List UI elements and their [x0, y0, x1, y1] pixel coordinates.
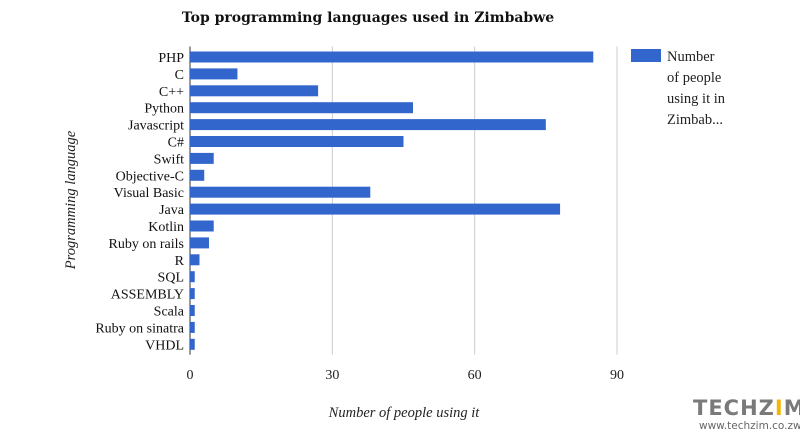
- x-tick-label-90: 90: [610, 368, 624, 383]
- bar-c: [190, 85, 319, 97]
- bar-sql: [190, 271, 195, 283]
- legend-line-1: Number: [667, 49, 715, 65]
- y-axis-title: Programming language: [63, 130, 79, 270]
- bar-vhdl: [190, 338, 195, 350]
- bar-python: [190, 102, 413, 114]
- category-label-c: C++: [159, 85, 184, 100]
- watermark-logo: TECHZIM: [693, 396, 800, 420]
- x-tick-labels: 0 30 60 90: [187, 368, 625, 383]
- watermark-url: www.techzim.co.zw: [699, 420, 800, 432]
- bar-r: [190, 254, 200, 266]
- category-label-swift: Swift: [154, 152, 184, 167]
- category-label-c: C: [175, 68, 184, 83]
- category-label-c: C#: [168, 136, 184, 151]
- watermark-logo-i: I: [775, 396, 784, 420]
- category-label-assembly: ASSEMBLY: [111, 288, 184, 303]
- category-label-ruby-on-rails: Ruby on rails: [109, 237, 184, 252]
- bar-objective-c: [190, 169, 205, 181]
- x-tick-label-0: 0: [187, 368, 194, 383]
- category-label-visual-basic: Visual Basic: [114, 186, 184, 201]
- category-label-python: Python: [144, 102, 184, 117]
- bar-visual-basic: [190, 186, 371, 198]
- category-label-javascript: Javascript: [128, 119, 184, 134]
- x-axis-title: Number of people using it: [328, 405, 481, 421]
- category-label-objective-c: Objective-C: [116, 169, 184, 184]
- category-label-kotlin: Kotlin: [148, 220, 184, 235]
- legend-line-2: of people: [667, 70, 721, 86]
- category-label-java: Java: [159, 203, 185, 218]
- category-label-r: R: [175, 254, 185, 269]
- x-tick-label-30: 30: [325, 368, 339, 383]
- bar-c: [190, 136, 404, 147]
- legend-swatch: [631, 49, 661, 62]
- category-label-ruby-on-sinatra: Ruby on sinatra: [95, 321, 184, 336]
- bar-kotlin: [190, 220, 214, 232]
- watermark-logo-left: TECHZ: [693, 396, 775, 420]
- bar-java: [190, 203, 561, 215]
- watermark-logo-right: M: [784, 396, 800, 420]
- category-label-sql: SQL: [158, 271, 184, 286]
- gridlines: [189, 46, 618, 355]
- x-tick-label-60: 60: [468, 368, 482, 383]
- category-label-vhdl: VHDL: [145, 338, 184, 353]
- legend-line-3: using it in: [667, 91, 726, 107]
- chart-title: Top programming languages used in Zimbab…: [182, 10, 554, 26]
- bar-php: [190, 51, 594, 63]
- category-label-php: PHP: [158, 51, 184, 66]
- bars: [190, 51, 594, 350]
- bar-assembly: [190, 288, 195, 300]
- techzim-watermark: TECHZIM www.techzim.co.zw: [693, 396, 800, 432]
- bar-c: [190, 68, 238, 80]
- category-labels: PHP C C++ Python Javascript C#Swift Objective-…: [95, 51, 184, 353]
- bar-ruby-on-sinatra: [190, 321, 195, 333]
- bar-javascript: [190, 119, 546, 131]
- legend-line-4: Zimbab...: [667, 112, 723, 128]
- legend: Number of people using it in Zimbab...: [631, 49, 726, 128]
- legend-label: Number of people using it in Zimbab...: [667, 49, 726, 128]
- category-label-scala: Scala: [154, 305, 185, 320]
- bar-ruby-on-rails: [190, 237, 209, 249]
- bar-swift: [190, 152, 214, 164]
- bar-scala: [190, 305, 195, 316]
